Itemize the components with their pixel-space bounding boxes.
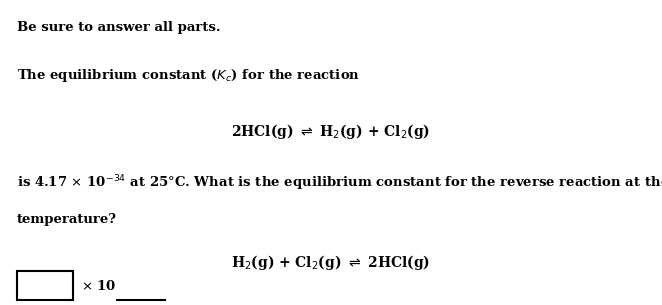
Text: Be sure to answer all parts.: Be sure to answer all parts.	[17, 21, 220, 34]
FancyBboxPatch shape	[117, 271, 165, 300]
Text: 2HCl(g) $\rightleftharpoons$ H$_2$(g) + Cl$_2$(g): 2HCl(g) $\rightleftharpoons$ H$_2$(g) + …	[232, 122, 430, 141]
Text: is 4.17 $\times$ 10$^{-34}$ at 25°C. What is the equilibrium constant for the re: is 4.17 $\times$ 10$^{-34}$ at 25°C. Wha…	[17, 174, 662, 193]
FancyBboxPatch shape	[17, 271, 73, 300]
Text: temperature?: temperature?	[17, 214, 117, 227]
Text: H$_2$(g) + Cl$_2$(g) $\rightleftharpoons$ 2HCl(g): H$_2$(g) + Cl$_2$(g) $\rightleftharpoons…	[232, 253, 430, 272]
Text: The equilibrium constant ($\mathit{K_c}$) for the reaction: The equilibrium constant ($\mathit{K_c}$…	[17, 67, 359, 84]
Text: $\times$ 10: $\times$ 10	[81, 279, 117, 293]
